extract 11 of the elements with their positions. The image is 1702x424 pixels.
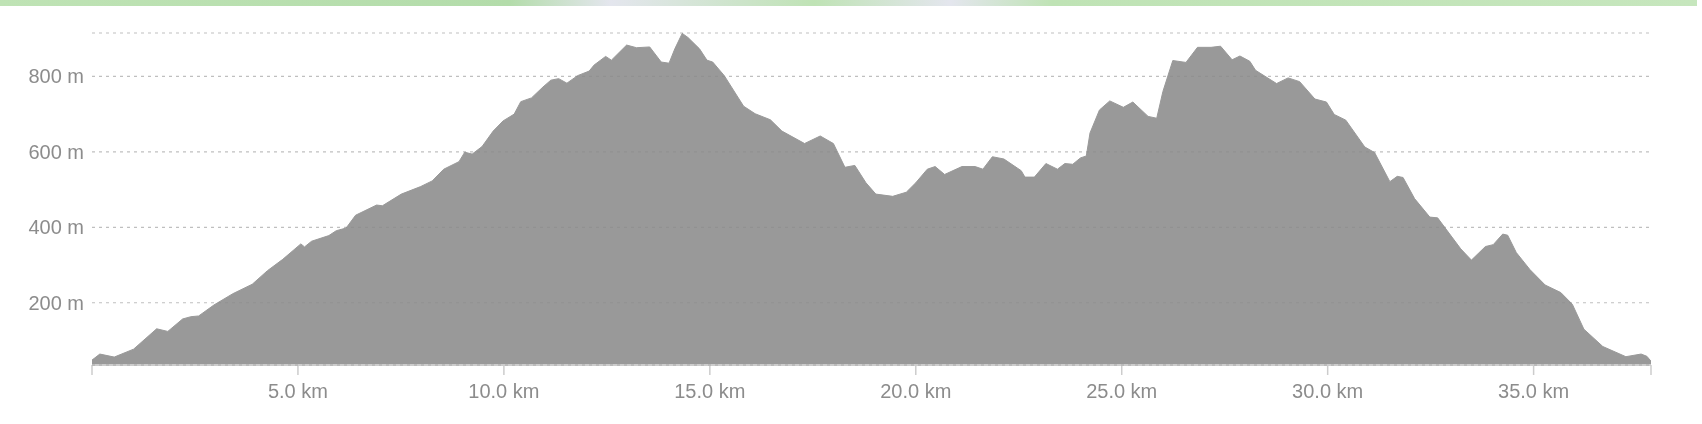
x-tick-label: 25.0 km <box>1086 380 1158 403</box>
y-tick-label: 600 m <box>28 140 84 163</box>
x-tick-label: 15.0 km <box>674 380 746 403</box>
y-tick-label: 200 m <box>28 291 84 314</box>
x-tick-label: 20.0 km <box>880 380 952 403</box>
y-tick-label: 400 m <box>28 216 84 239</box>
y-tick-label: 800 m <box>28 65 84 88</box>
x-tick-label: 5.0 km <box>267 380 328 403</box>
x-tick-label: 10.0 km <box>468 380 540 403</box>
x-tick-label: 30.0 km <box>1292 380 1364 403</box>
x-tick-label: 35.0 km <box>1498 380 1570 403</box>
